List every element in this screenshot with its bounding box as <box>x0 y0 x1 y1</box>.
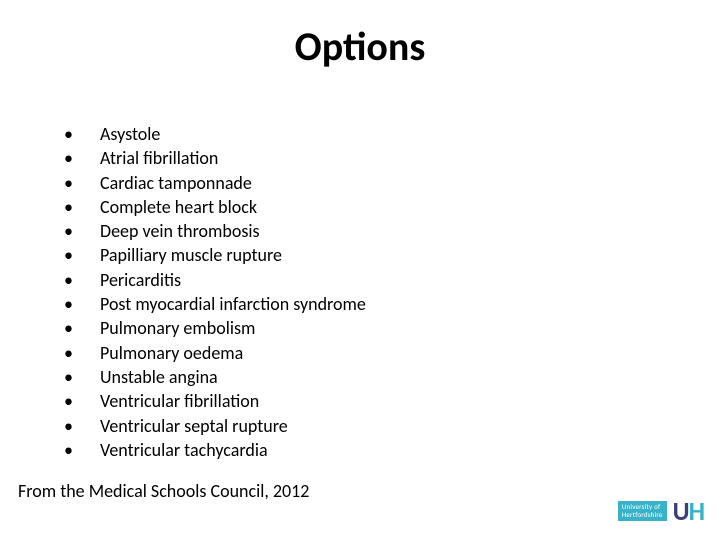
list-item: Ventricular septal rupture <box>64 414 366 438</box>
list-item: Pulmonary oedema <box>64 341 366 365</box>
logo-letter-u: U <box>673 498 689 524</box>
list-item: Ventricular tachycardia <box>64 438 366 462</box>
list-item: Asystole <box>64 122 366 146</box>
list-item: Pericarditis <box>64 268 366 292</box>
list-item: Deep vein thrombosis <box>64 219 366 243</box>
logo-label-line2: Hertfordshire <box>622 511 663 519</box>
logo-mark: U H <box>673 498 704 524</box>
list-item: Cardiac tamponnade <box>64 171 366 195</box>
options-list-container: Asystole Atrial fibrillation Cardiac tam… <box>64 122 366 462</box>
list-item: Papilliary muscle rupture <box>64 243 366 267</box>
list-item: Pulmonary embolism <box>64 316 366 340</box>
slide: Options Asystole Atrial fibrillation Car… <box>0 0 720 540</box>
list-item: Post myocardial infarction syndrome <box>64 292 366 316</box>
list-item: Complete heart block <box>64 195 366 219</box>
university-logo: University of Hertfordshire U H <box>618 498 704 524</box>
slide-title: Options <box>0 0 720 81</box>
options-list: Asystole Atrial fibrillation Cardiac tam… <box>64 122 366 462</box>
list-item: Ventricular fibrillation <box>64 389 366 413</box>
footer-citation: From the Medical Schools Council, 2012 <box>18 480 309 502</box>
list-item: Unstable angina <box>64 365 366 389</box>
logo-letter-h: H <box>689 498 704 524</box>
logo-label: University of Hertfordshire <box>618 501 667 520</box>
list-item: Atrial fibrillation <box>64 146 366 170</box>
